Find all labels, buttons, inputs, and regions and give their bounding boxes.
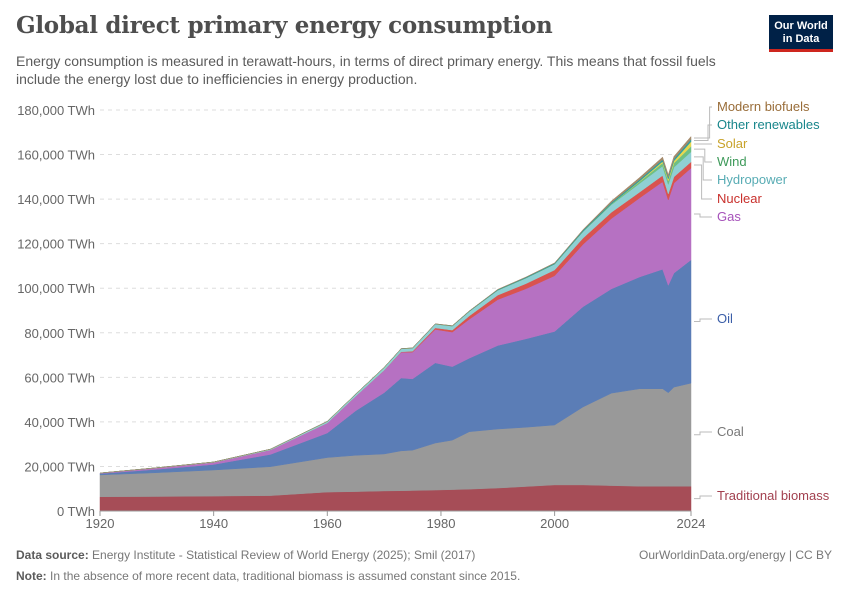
legend-connector [694,318,712,323]
legend-connector [694,156,712,181]
y-tick-label: 60,000 TWh [24,370,95,385]
y-tick-label: 40,000 TWh [24,415,95,430]
x-tick-label: 2000 [540,516,569,531]
legend-label-solar[interactable]: Solar [717,136,748,151]
owid-logo[interactable]: Our World in Data [769,15,833,52]
legend-label-oil[interactable]: Oil [717,311,733,326]
source-text[interactable]: Energy Institute - Statistical Review of… [92,548,476,562]
y-tick-label: 80,000 TWh [24,326,95,341]
note-label: Note: [16,569,47,583]
note: Note: In the absence of more recent data… [16,569,520,583]
legend-label-other-renewables[interactable]: Other renewables [717,117,820,132]
chart-title: Global direct primary energy consumption [16,12,553,39]
legend-connector [694,148,712,163]
note-text: In the absence of more recent data, trad… [50,569,521,583]
x-tick-label: 1980 [427,516,456,531]
legend-label-wind[interactable]: Wind [717,154,747,169]
legend-label-hydropower[interactable]: Hydropower [717,172,788,187]
area-chart: 0 TWh 20,000 TWh 40,000 TWh 60,000 TWh 80,00… [17,99,830,531]
logo-line-1: Our World [774,20,828,32]
x-tick-label: 2024 [677,516,706,531]
source-url-link[interactable]: OurWorldinData.org/energy | CC BY [639,548,832,562]
data-source: Data source: Energy Institute - Statisti… [16,548,475,562]
legend-label-coal[interactable]: Coal [717,424,744,439]
legend-connector [694,213,712,218]
legend-label-gas[interactable]: Gas [717,209,741,224]
y-tick-label: 20,000 TWh [24,459,95,474]
legend-label-traditional-biomass[interactable]: Traditional biomass [717,488,830,503]
legend-connector [694,164,712,200]
x-tick-label: 1960 [313,516,342,531]
y-tick-label: 160,000 TWh [17,148,95,163]
legend-connector [694,106,712,139]
legend-label-nuclear[interactable]: Nuclear [717,191,762,206]
legend-connector [694,431,712,436]
y-tick-label: 140,000 TWh [17,192,95,207]
legend-connector [694,495,712,500]
source-label: Data source: [16,548,89,562]
area-modern-biofuels [99,135,692,474]
y-tick-label: 180,000 TWh [17,103,95,118]
logo-line-2: in Data [782,33,820,45]
y-tick-label: 100,000 TWh [17,281,95,296]
x-tick-label: 1940 [199,516,228,531]
chart-subtitle: Energy consumption is measured in terawa… [16,53,716,87]
y-tick-label: 120,000 TWh [17,237,95,252]
x-tick-label: 1920 [86,516,115,531]
legend-label-modern-biofuels[interactable]: Modern biofuels [717,99,810,114]
y-tick-label: 0 TWh [57,504,95,519]
